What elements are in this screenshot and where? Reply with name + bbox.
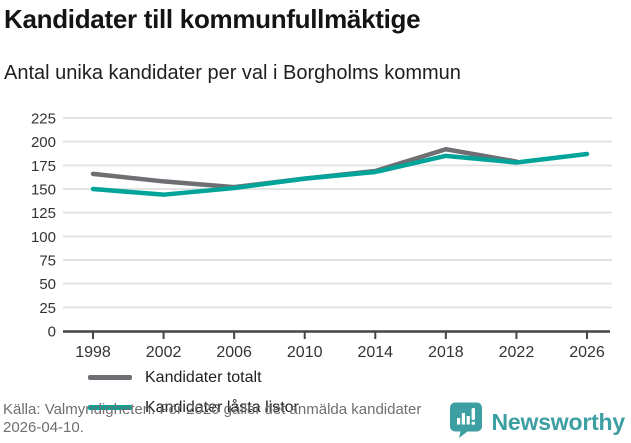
svg-text:2018: 2018 [428,344,464,361]
svg-text:0: 0 [48,324,56,341]
svg-text:100: 100 [31,229,56,246]
chart-subtitle: Antal unika kandidater per val i Borghol… [4,62,461,84]
svg-text:225: 225 [31,111,56,128]
svg-text:25: 25 [39,300,56,317]
svg-text:125: 125 [31,205,56,222]
legend-item-total: Kandidater totalt [88,368,299,387]
source-note: Källa: Valmyndigheten. För 2026 gäller d… [3,401,422,437]
svg-text:2022: 2022 [499,344,535,361]
legend-label-total: Kandidater totalt [145,368,262,386]
svg-text:175: 175 [31,158,56,175]
svg-text:200: 200 [31,134,56,151]
svg-text:1998: 1998 [75,344,111,361]
legend-item-locked-lists: Kandidater låsta listor [88,398,299,417]
speech-bubble-chart-icon [448,401,484,443]
svg-text:2010: 2010 [287,344,323,361]
page-title: Kandidater till kommunfullmäktige [4,4,421,34]
brand-name: Newsworthy [491,408,626,435]
svg-text:2006: 2006 [216,344,252,361]
svg-text:2002: 2002 [146,344,182,361]
legend-label-locked-lists: Kandidater låsta listor [145,398,299,416]
legend-swatch-locked-lists [88,405,132,410]
svg-text:2014: 2014 [357,344,393,361]
svg-text:50: 50 [39,276,56,293]
legend-swatch-total [88,375,132,380]
svg-text:150: 150 [31,182,56,199]
svg-text:2026: 2026 [569,344,605,361]
chart-canvas: 0 25 50 75 100 125 150 175 200 225 1998 2002 2006 201… [31,111,612,361]
newsworthy-brand: Newsworthy [448,401,625,443]
svg-text:75: 75 [39,253,56,270]
chart-legend: Kandidater totalt Kandidater låsta listo… [88,365,313,420]
line-chart: 0 25 50 75 100 125 150 175 200 225 1998 2002 2006 201… [0,105,631,420]
